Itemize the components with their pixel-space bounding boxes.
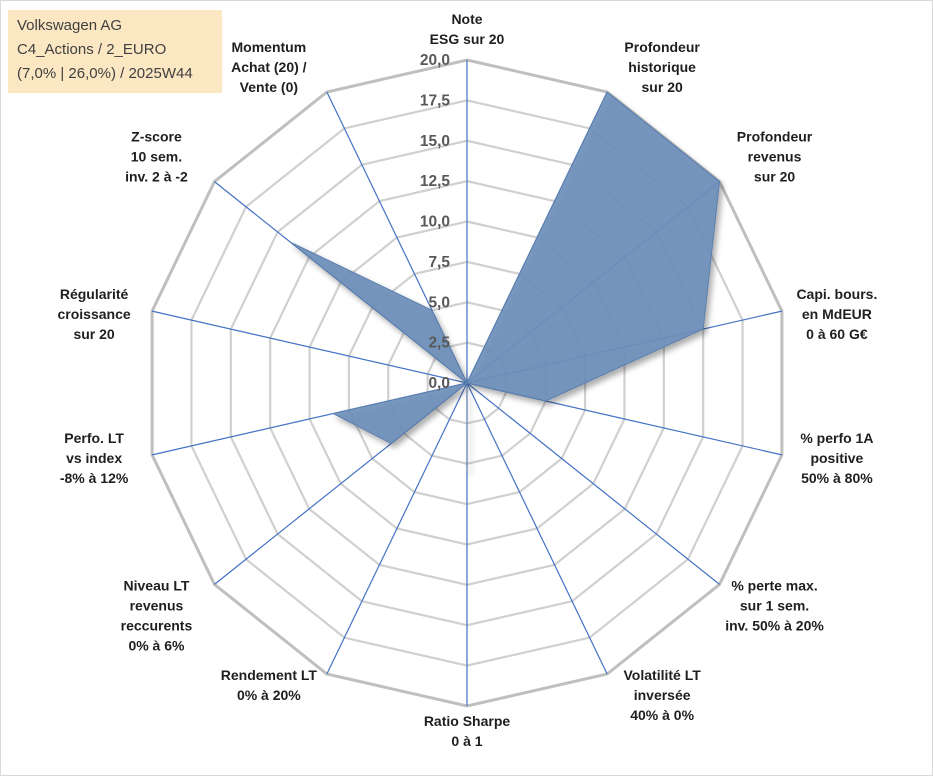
tick-labels: 0,0 2,5 5,0 7,5 10,0 12,5 15,0 17,5 20,0	[420, 52, 451, 392]
tick-label: 0,0	[428, 375, 450, 392]
axis-label: Z-score 10 sem. inv. 2 à -2	[125, 129, 188, 185]
axis-spoke	[326, 382, 468, 675]
series-layer	[289, 91, 721, 472]
title-category: C4_Actions / 2_EURO	[17, 41, 167, 58]
axis-label: Profondeur revenus sur 20	[737, 129, 813, 185]
axis-label: % perte max. sur 1 sem. inv. 50% à 20%	[725, 577, 824, 633]
axis-label: Rendement LT 0% à 20%	[221, 667, 318, 703]
tick-label: 2,5	[428, 335, 450, 352]
axis-spoke	[466, 382, 720, 585]
tick-label: 12,5	[420, 173, 451, 190]
axis-labels: Note ESG sur 20 Profondeur historique sur 20…	[58, 11, 878, 749]
axis-label: Profondeur historique sur 20	[624, 39, 700, 95]
axis-label: Niveau LT revenus reccurents 0% à 6%	[121, 577, 193, 653]
series-area	[289, 91, 721, 472]
axis-label: Momentum Achat (20) / Vente (0)	[231, 39, 307, 95]
title-params: (7,0% | 26,0%) / 2025W44	[17, 65, 193, 82]
axis-label: Volatilité LT inversée 40% à 0%	[624, 667, 702, 723]
axis-label: Régularité croissance sur 20	[58, 286, 131, 342]
axis-spoke	[151, 310, 468, 384]
title-box: Volkswagen AG C4_Actions / 2_EURO (7,0% …	[8, 10, 222, 93]
tick-label: 7,5	[428, 254, 450, 271]
axis-label: Capi. bours. en MdEUR 0 à 60 G€	[796, 286, 877, 342]
tick-label: 5,0	[428, 294, 450, 311]
axis-spoke	[466, 382, 608, 675]
tick-label: 20,0	[420, 52, 450, 69]
axis-label: % perfo 1A positive 50% à 80%	[800, 430, 873, 486]
axis-label: Perfo. LT vs index -8% à 12%	[60, 430, 129, 486]
tick-label: 17,5	[420, 92, 451, 109]
axis-label: Note ESG sur 20	[430, 11, 505, 47]
tick-label: 10,0	[420, 214, 450, 231]
tick-label: 15,0	[420, 133, 450, 150]
axis-label: Ratio Sharpe 0 à 1	[424, 713, 511, 749]
title-company: Volkswagen AG	[17, 17, 123, 34]
